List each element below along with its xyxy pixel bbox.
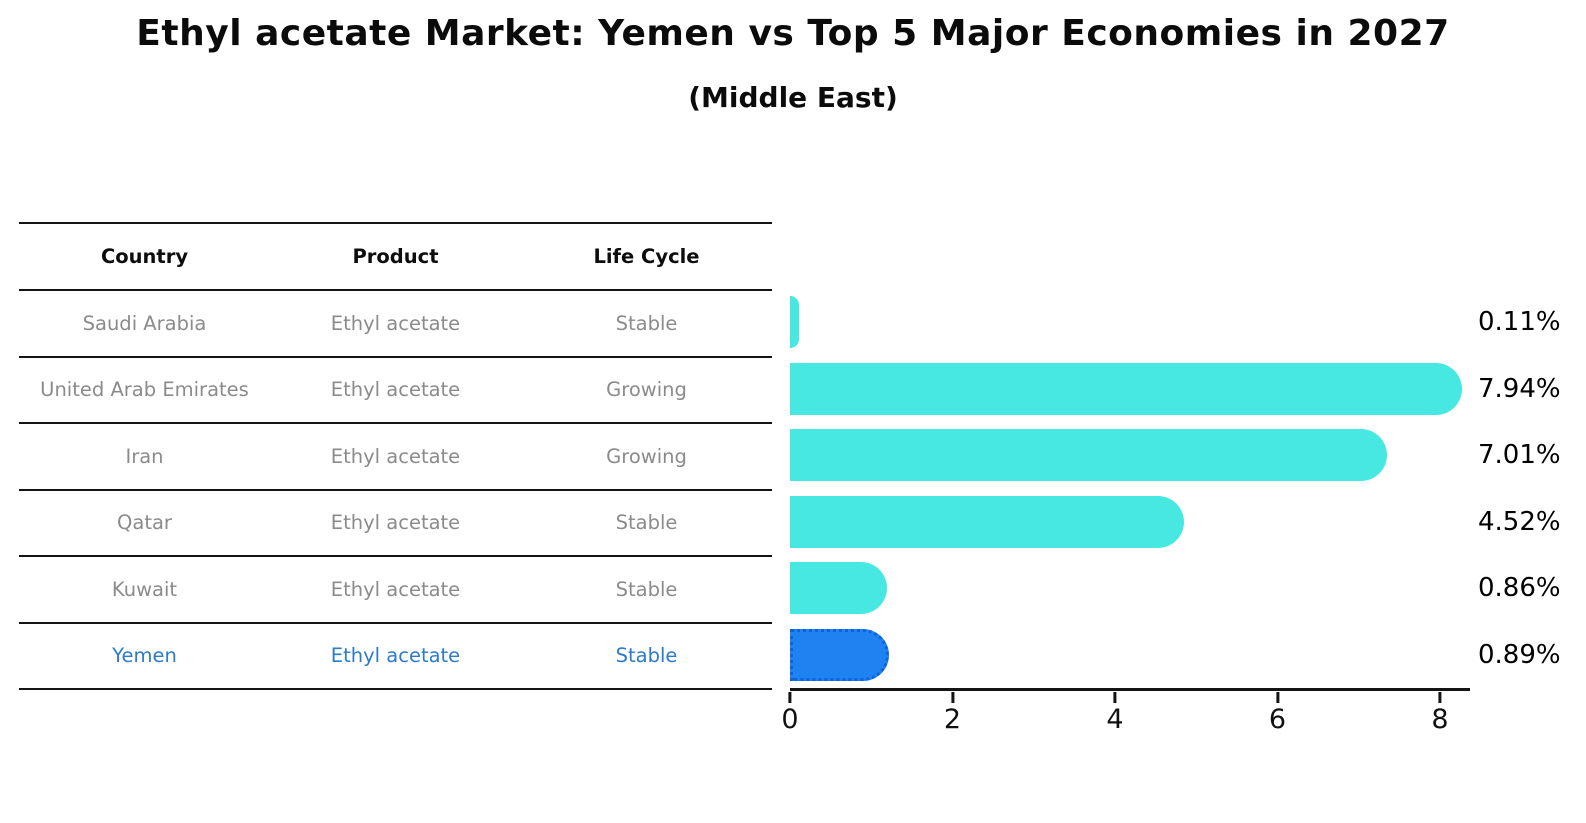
x-tick-label: 2 — [943, 704, 962, 735]
table-row-united-arab-emirates: United Arab Emirates Ethyl acetate Growi… — [19, 358, 772, 424]
x-axis: 0 2 4 6 8 — [781, 692, 1470, 742]
comparison-table: Country Product Life Cycle Saudi Arabia … — [19, 222, 772, 690]
tick-mark — [1438, 692, 1442, 703]
cell-country: Saudi Arabia — [82, 311, 207, 335]
bar-row — [790, 555, 1470, 622]
bar-row — [790, 356, 1470, 423]
cell-product: Ethyl acetate — [330, 511, 461, 535]
value-label-iran: 7.01% — [1478, 440, 1561, 470]
cell-product: Ethyl acetate — [330, 644, 461, 668]
bar-united-arab-emirates — [790, 362, 1463, 415]
cell-product: Ethyl acetate — [330, 577, 461, 601]
cell-life-cycle: Growing — [606, 378, 687, 402]
cell-country: Qatar — [117, 511, 172, 535]
cell-life-cycle: Stable — [615, 511, 678, 535]
cell-product: Ethyl acetate — [330, 444, 461, 468]
value-label-saudi-arabia: 0.11% — [1478, 307, 1561, 337]
x-tick-label: 0 — [781, 704, 799, 735]
bar-kuwait — [790, 562, 887, 614]
bar-row — [790, 422, 1470, 489]
cell-life-cycle: Stable — [615, 577, 678, 601]
tick-mark — [1276, 692, 1279, 703]
cell-product: Ethyl acetate — [330, 378, 461, 402]
table-row-qatar: Qatar Ethyl acetate Stable — [19, 491, 772, 557]
table-row-saudi-arabia: Saudi Arabia Ethyl acetate Stable — [19, 291, 772, 358]
chart-title: Ethyl acetate Market: Yemen vs Top 5 Maj… — [136, 13, 1450, 54]
tick-mark — [1113, 692, 1117, 703]
x-axis-tick: 2 — [944, 692, 961, 735]
column-header-life-cycle: Life Cycle — [593, 245, 700, 268]
bar-yemen-highlighted — [790, 628, 890, 681]
column-header-country: Country — [100, 245, 189, 268]
cell-country: Yemen — [112, 644, 177, 668]
tick-mark — [788, 692, 792, 703]
cell-product: Ethyl acetate — [330, 311, 461, 335]
cell-country: Iran — [125, 444, 164, 468]
x-axis-tick: 6 — [1269, 692, 1286, 735]
bar-row — [790, 622, 1470, 689]
x-axis-tick: 0 — [781, 692, 799, 735]
x-tick-label: 6 — [1268, 704, 1287, 735]
table-header-row: Country Product Life Cycle — [19, 224, 772, 291]
x-axis-tick: 4 — [1106, 692, 1124, 735]
value-label-qatar: 4.52% — [1478, 506, 1561, 537]
value-label-yemen: 0.89% — [1478, 639, 1561, 670]
cell-country: United Arab Emirates — [40, 378, 249, 402]
bar-value-labels: 0.11% 7.94% 7.01% 4.52% 0.86% 0.89% — [1478, 289, 1586, 688]
bar-qatar — [790, 495, 1185, 548]
cell-life-cycle: Growing — [606, 444, 687, 468]
x-axis-tick: 8 — [1431, 692, 1449, 735]
x-tick-label: 4 — [1106, 704, 1124, 735]
value-label-united-arab-emirates: 7.94% — [1478, 373, 1561, 404]
chart-subtitle: (Middle East) — [688, 81, 898, 114]
column-header-product: Product — [352, 245, 439, 268]
table-row-yemen: Yemen Ethyl acetate Stable — [19, 624, 772, 690]
bar-saudi-arabia — [790, 296, 799, 348]
cell-life-cycle: Stable — [615, 311, 678, 335]
cell-country: Kuwait — [111, 577, 178, 601]
bar-row — [790, 289, 1470, 356]
bar-row — [790, 489, 1470, 556]
value-label-kuwait: 0.86% — [1478, 573, 1561, 603]
cell-life-cycle: Stable — [615, 644, 678, 668]
x-tick-label: 8 — [1431, 704, 1449, 735]
tick-mark — [951, 692, 954, 703]
table-row-iran: Iran Ethyl acetate Growing — [19, 424, 772, 491]
table-row-kuwait: Kuwait Ethyl acetate Stable — [19, 557, 772, 624]
bar-chart-plot-area — [790, 289, 1470, 691]
bar-iran — [790, 429, 1387, 481]
